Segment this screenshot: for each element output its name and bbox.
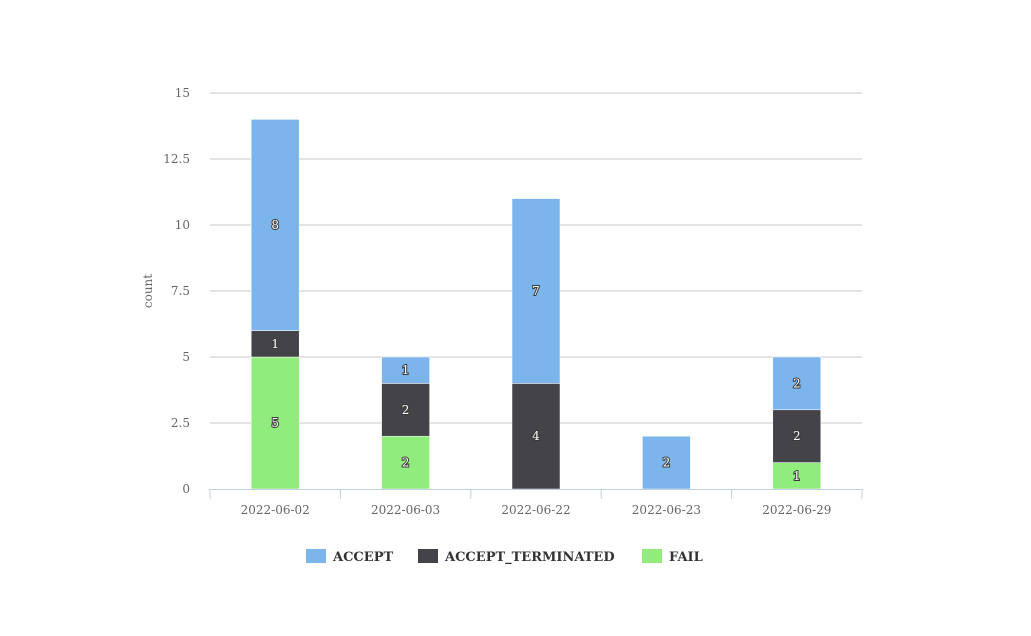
- legend-item[interactable]: ACCEPT: [306, 549, 393, 565]
- bar-segment[interactable]: [772, 356, 822, 411]
- bars: [250, 119, 822, 490]
- bar-segment[interactable]: [250, 330, 300, 358]
- y-tick-label: 0: [182, 482, 190, 496]
- y-tick-label: 2.5: [171, 416, 190, 430]
- bar-data-label: 1: [402, 363, 410, 377]
- bar-data-label: 5: [271, 416, 279, 430]
- x-tick-label: 2022-06-02: [241, 503, 310, 517]
- legend-item[interactable]: FAIL: [642, 549, 703, 565]
- legend-label: ACCEPT: [332, 550, 393, 565]
- bar-segment[interactable]: [250, 119, 300, 331]
- y-axis-title: count: [141, 274, 155, 308]
- y-tick-label: 10: [175, 218, 190, 232]
- data-labels: 5 1 8 2 2 1 4 7 2 1 2 2: [270, 217, 801, 484]
- bar-segment[interactable]: [772, 462, 822, 490]
- x-tick-label: 2022-06-22: [501, 503, 570, 517]
- y-axis: 0 2.5 5 7.5 10 12.5 15: [163, 86, 190, 496]
- legend-label: ACCEPT_TERMINATED: [444, 550, 615, 565]
- bar-data-label: 2: [663, 456, 671, 470]
- y-tick-label: 5: [182, 350, 190, 364]
- x-axis: 2022-06-02 2022-06-03 2022-06-22 2022-06-23…: [209, 489, 863, 517]
- bar-data-label: 8: [271, 218, 279, 232]
- bar-data-label: 7: [532, 284, 540, 298]
- bar-data-label: 1: [793, 469, 801, 483]
- bar-data-label: 4: [532, 429, 540, 443]
- legend-swatch: [642, 549, 662, 563]
- bar-segment[interactable]: [511, 383, 561, 490]
- y-tick-label: 7.5: [171, 284, 190, 298]
- bar-segment[interactable]: [772, 409, 822, 463]
- bar-data-label: 2: [402, 403, 410, 417]
- x-tick-label: 2022-06-03: [371, 503, 440, 517]
- legend: ACCEPT ACCEPT_TERMINATED FAIL: [306, 549, 703, 565]
- bar-data-label: 2: [793, 429, 801, 443]
- y-tick-label: 12.5: [163, 152, 190, 166]
- bar-segment[interactable]: [381, 383, 430, 437]
- y-tick-label: 15: [175, 86, 190, 100]
- x-tick-label: 2022-06-29: [762, 503, 831, 517]
- legend-swatch: [418, 549, 438, 563]
- bar-data-label: 2: [793, 376, 801, 390]
- bar-segment[interactable]: [511, 198, 561, 384]
- legend-label: FAIL: [669, 550, 703, 565]
- legend-swatch: [306, 549, 326, 563]
- bar-segment[interactable]: [381, 356, 430, 384]
- bar-data-label: 1: [271, 337, 279, 351]
- bar-data-label: 2: [402, 456, 410, 470]
- x-tick-label: 2022-06-23: [632, 503, 701, 517]
- legend-item[interactable]: ACCEPT_TERMINATED: [418, 549, 615, 565]
